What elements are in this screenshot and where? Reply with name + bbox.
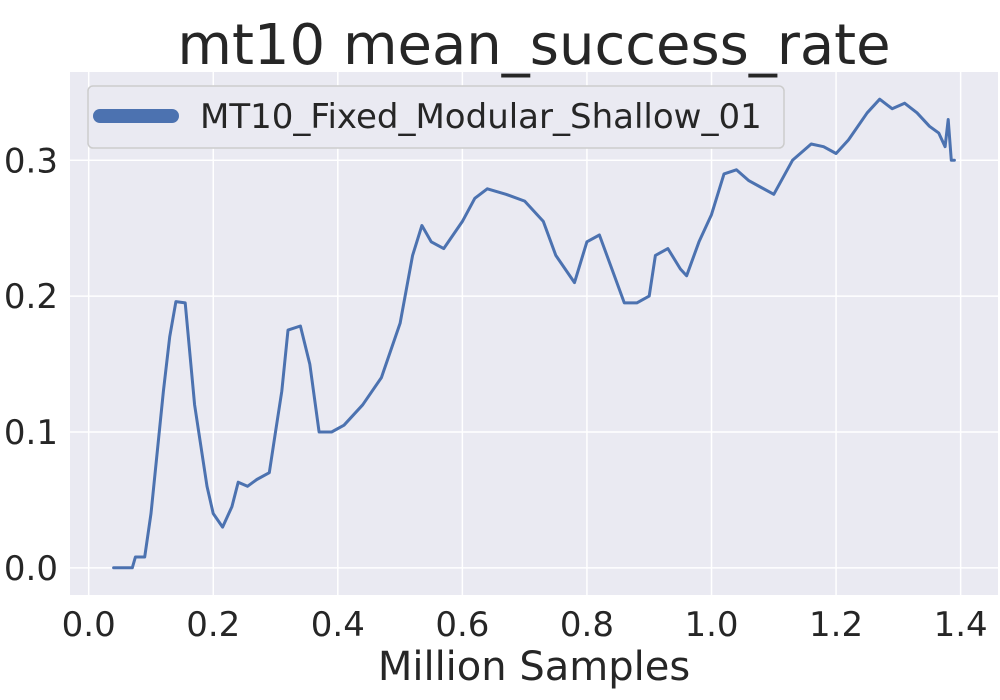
x-tick-label: 0.4 <box>311 605 365 645</box>
x-tick-label: 0.6 <box>435 605 489 645</box>
x-tick-label: 1.0 <box>684 605 738 645</box>
x-axis: 0.0 0.2 0.4 0.6 0.8 1.0 1.2 1.4 <box>62 605 988 645</box>
legend-box <box>87 85 785 149</box>
series-layer <box>112 97 956 570</box>
x-tick-label: 0.0 <box>62 605 116 645</box>
series-line <box>112 97 956 570</box>
x-tick-label: 0.2 <box>186 605 240 645</box>
y-tick-label: 0.1 <box>4 413 58 453</box>
y-tick-label: 0.0 <box>4 549 58 589</box>
legend: MT10_Fixed_Modular_Shallow_01 <box>87 85 785 149</box>
x-tick-label: 0.8 <box>560 605 614 645</box>
x-axis-label: Million Samples <box>378 644 690 690</box>
plot-background <box>70 72 998 595</box>
x-tick-label: 1.4 <box>934 605 988 645</box>
chart-title: mt10 mean_success_rate <box>177 13 890 78</box>
grid-lines <box>70 72 998 595</box>
y-tick-label: 0.3 <box>4 141 58 181</box>
legend-entry-label: MT10_Fixed_Modular_Shallow_01 <box>200 97 762 137</box>
x-tick-label: 1.2 <box>809 605 863 645</box>
y-axis: 0.0 0.1 0.2 0.3 <box>4 141 58 589</box>
y-tick-label: 0.2 <box>4 277 58 317</box>
